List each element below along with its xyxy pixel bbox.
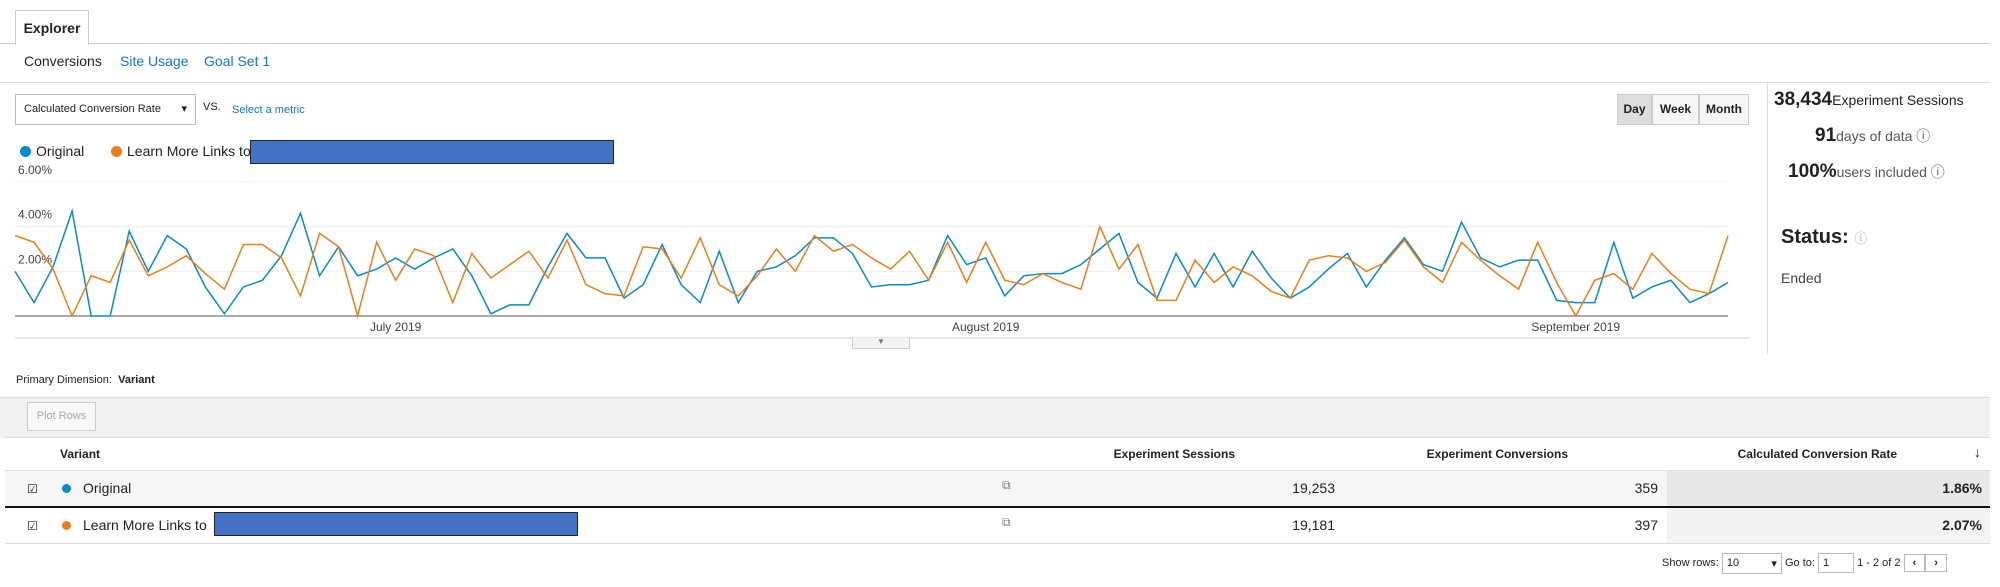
copy-icon[interactable]: ⧉ bbox=[1002, 478, 1011, 492]
table-row bbox=[5, 471, 1990, 508]
series-line bbox=[14, 208, 1729, 317]
x-tick-label: July 2019 bbox=[370, 320, 422, 334]
row-dot bbox=[62, 521, 71, 530]
primary-dimension: Primary Dimension: Variant bbox=[16, 374, 155, 386]
stat: 38,434Experiment Sessions bbox=[1774, 89, 1964, 111]
y-tick-label: 2.00% bbox=[18, 252, 52, 266]
chart: 2.00% 4.00% 6.00% July 2019 August 2019 Septe… bbox=[14, 163, 1750, 339]
table-header bbox=[5, 437, 1990, 471]
cell: 19,181 bbox=[1292, 517, 1335, 533]
stat-label: Experiment Sessions bbox=[1832, 92, 1964, 108]
divider bbox=[0, 43, 1990, 44]
row-dot bbox=[62, 484, 71, 493]
divider bbox=[0, 82, 1990, 83]
legend-label: Learn More Links to bbox=[127, 143, 251, 159]
rate-cell-bg bbox=[1667, 508, 1990, 543]
cell: 19,253 bbox=[1292, 480, 1335, 496]
stat-label: days of data bbox=[1836, 128, 1913, 144]
copy-icon[interactable]: ⧉ bbox=[1002, 515, 1011, 529]
rate-cell-bg bbox=[1667, 471, 1990, 506]
sort-arrow[interactable]: ↓ bbox=[1974, 444, 1981, 460]
vs: VS. bbox=[203, 101, 221, 113]
goto-label: Go to: bbox=[1784, 557, 1815, 569]
pager: Show rows: 10 ▾ Go to: 1 1 - 2 of 2 ‹ › bbox=[1662, 553, 1947, 574]
cell: 2.07% bbox=[1942, 517, 1982, 533]
period-button[interactable]: Week bbox=[1652, 94, 1699, 125]
column-header[interactable]: Variant bbox=[60, 447, 101, 461]
cell: 359 bbox=[1634, 480, 1658, 496]
x-tick-label: August 2019 bbox=[952, 320, 1020, 334]
cell: Original bbox=[83, 480, 132, 496]
dimension-value[interactable]: Variant bbox=[118, 374, 155, 386]
subtab[interactable]: Site Usage bbox=[120, 53, 189, 69]
prev-button[interactable]: ‹ bbox=[1903, 554, 1926, 572]
column-header[interactable]: Experiment Sessions bbox=[1113, 447, 1235, 461]
cell: 1.86% bbox=[1942, 480, 1982, 496]
divider bbox=[1767, 82, 1768, 354]
cell: 397 bbox=[1634, 517, 1658, 533]
metric: Calculated Conversion Rate bbox=[24, 103, 161, 115]
stat: 100%users included ⓘ bbox=[1788, 161, 1945, 182]
subtab[interactable]: Goal Set 1 bbox=[204, 53, 271, 69]
legend-label: Original bbox=[36, 143, 85, 159]
y-tick-label: 6.00% bbox=[18, 163, 52, 177]
x-tick-label: September 2019 bbox=[1531, 320, 1620, 334]
status-value: Ended bbox=[1781, 270, 1822, 286]
status-text: Status: bbox=[1781, 226, 1849, 248]
rows-value: 10 bbox=[1726, 557, 1740, 569]
plot-rows-button[interactable]: Plot Rows bbox=[27, 402, 96, 431]
legend-dot bbox=[20, 146, 31, 157]
toolbar bbox=[0, 397, 1990, 438]
stat-value: 100% bbox=[1788, 161, 1837, 182]
stat-value: 91 bbox=[1815, 125, 1837, 146]
series-line bbox=[14, 224, 1729, 319]
column-header[interactable]: Calculated Conversion Rate bbox=[1737, 447, 1897, 461]
range: 1 - 2 of 2 bbox=[1857, 557, 1901, 569]
table-row bbox=[5, 508, 1990, 544]
status-label: Status: ⓘ bbox=[1781, 226, 1868, 248]
rows-select[interactable]: 10 ▾ bbox=[1721, 553, 1782, 574]
stat-label: users included bbox=[1836, 164, 1927, 180]
column-header[interactable]: Experiment Conversions bbox=[1426, 447, 1568, 461]
y-tick-label: 4.00% bbox=[18, 208, 52, 222]
period-button[interactable]: Day bbox=[1617, 94, 1652, 125]
show-rows-label: Show rows: bbox=[1662, 557, 1719, 569]
checkbox[interactable]: ☑ bbox=[27, 519, 38, 533]
next-button[interactable]: › bbox=[1925, 554, 1947, 572]
explorer-tab[interactable]: Explorer bbox=[15, 10, 89, 45]
redaction bbox=[214, 512, 578, 536]
dimension-label: Primary Dimension: bbox=[16, 374, 112, 386]
select-metric[interactable]: Select a metric bbox=[232, 104, 305, 116]
collapse-handle[interactable]: ▼ bbox=[852, 338, 910, 349]
stat: 91days of data ⓘ bbox=[1815, 125, 1931, 146]
redaction bbox=[250, 140, 614, 164]
caret: ▾ bbox=[181, 103, 187, 115]
cell: Learn More Links to bbox=[83, 517, 207, 533]
legend-dot bbox=[111, 146, 122, 157]
period-button[interactable]: Month bbox=[1699, 94, 1749, 125]
subtab[interactable]: Conversions bbox=[24, 53, 102, 69]
page-input[interactable]: 1 bbox=[1818, 553, 1855, 573]
checkbox[interactable]: ☑ bbox=[27, 482, 38, 496]
metric-dropdown[interactable]: Calculated Conversion Rate ▾ bbox=[15, 94, 196, 125]
stat-value: 38,434 bbox=[1774, 89, 1833, 110]
